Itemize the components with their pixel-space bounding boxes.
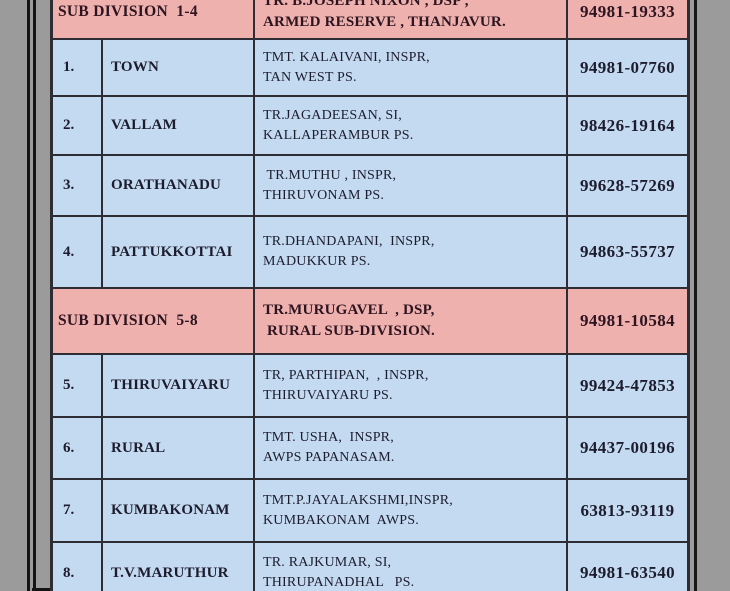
section-label: SUB DIVISION 1-4 — [53, 0, 255, 38]
station-name: ORATHANADU — [103, 156, 255, 215]
table-row-1: 1. TOWN TMT. KALAIVANI, INSPR, TAN WEST … — [53, 40, 687, 97]
page-frame-right-line — [694, 0, 697, 591]
officer-line-1: TR.DHANDAPANI, INSPR, — [263, 234, 435, 249]
section-row-subdivision-5-8: SUB DIVISION 5-8 TR.MURUGAVEL , DSP, RUR… — [53, 289, 687, 355]
phone-number: 99628-57269 — [579, 175, 676, 195]
officer-line-2: TAN WEST PS. — [263, 69, 357, 85]
officer-info: TR. RAJKUMAR, SI, THIRUPANADHAL PS. — [255, 543, 568, 591]
officer-line-1: TR. B.JOSEPH NIXON , DSP , — [263, 0, 469, 9]
row-number: 7. — [53, 480, 103, 541]
officer-line-1: TMT. USHA, INSPR, — [263, 430, 394, 445]
contact-table: SUB DIVISION 1-4 TR. B.JOSEPH NIXON , DS… — [50, 0, 690, 591]
table-row-5: 5. THIRUVAIYARU TR, PARTHIPAN, , INSPR, … — [53, 355, 687, 418]
phone-number: 94981-07760 — [579, 57, 676, 77]
officer-line-1: TR. RAJKUMAR, SI, — [263, 555, 392, 570]
table-row-8: 8. T.V.MARUTHUR TR. RAJKUMAR, SI, THIRUP… — [53, 543, 687, 591]
row-number: 3. — [53, 156, 103, 215]
officer-line-1: TR.MURUGAVEL , DSP, — [263, 302, 435, 318]
station-name: TOWN — [103, 40, 255, 95]
officer-info: TR.DHANDAPANI, INSPR, MADUKKUR PS. — [255, 217, 568, 287]
officer-line-2: RURAL SUB-DIVISION. — [263, 323, 435, 339]
officer-info: TMT. USHA, INSPR, AWPS PAPANASAM. — [255, 418, 568, 478]
phone-number: 94863-55737 — [579, 242, 676, 261]
officer-line-1: TR.JAGADEESAN, SI, — [263, 107, 402, 123]
phone-number: 63813-93119 — [580, 500, 675, 520]
row-number: 1. — [53, 40, 103, 95]
officer-line-1: TR, PARTHIPAN, , INSPR, — [263, 367, 429, 383]
officer-line-2: AWPS PAPANASAM. — [263, 450, 395, 465]
officer-line-2: KUMBAKONAM AWPS. — [263, 512, 419, 528]
officer-line-1: TMT.P.JAYALAKSHMI,INSPR, — [263, 492, 453, 508]
officer-line-1: TR.MUTHU , INSPR, — [263, 167, 397, 183]
phone-number: 94437-00196 — [579, 438, 676, 457]
page-frame-double-line — [27, 0, 36, 591]
station-name: T.V.MARUTHUR — [103, 543, 255, 591]
station-name: THIRUVAIYARU — [103, 355, 255, 416]
station-name: VALLAM — [103, 97, 255, 154]
phone-number: 94981-19333 — [579, 2, 676, 21]
officer-line-2: KALLAPERAMBUR PS. — [263, 127, 414, 143]
officer-info: TR.MURUGAVEL , DSP, RURAL SUB-DIVISION. — [255, 289, 568, 353]
row-number: 4. — [53, 217, 103, 287]
officer-info: TR. B.JOSEPH NIXON , DSP , ARMED RESERVE… — [255, 0, 568, 38]
row-number: 2. — [53, 97, 103, 154]
row-number: 6. — [53, 418, 103, 478]
officer-line-1: TMT. KALAIVANI, INSPR, — [263, 49, 430, 65]
table-row-7: 7. KUMBAKONAM TMT.P.JAYALAKSHMI,INSPR, K… — [53, 480, 687, 543]
section-label: SUB DIVISION 5-8 — [53, 289, 255, 353]
officer-info: TR, PARTHIPAN, , INSPR, THIRUVAIYARU PS. — [255, 355, 568, 416]
officer-info: TR.JAGADEESAN, SI, KALLAPERAMBUR PS. — [255, 97, 568, 154]
phone-number: 94981-10584 — [579, 311, 676, 330]
table-row-6: 6. RURAL TMT. USHA, INSPR, AWPS PAPANASA… — [53, 418, 687, 480]
officer-line-2: ARMED RESERVE , THANJAVUR. — [263, 14, 506, 30]
table-row-4: 4. PATTUKKOTTAI TR.DHANDAPANI, INSPR, MA… — [53, 217, 687, 289]
phone-number: 98426-19164 — [579, 115, 676, 135]
officer-info: TR.MUTHU , INSPR, THIRUVONAM PS. — [255, 156, 568, 215]
section-row-subdivision-1-4: SUB DIVISION 1-4 TR. B.JOSEPH NIXON , DS… — [53, 0, 687, 40]
officer-line-2: MADUKKUR PS. — [263, 254, 371, 269]
station-name: PATTUKKOTTAI — [103, 217, 255, 287]
officer-info: TMT.P.JAYALAKSHMI,INSPR, KUMBAKONAM AWPS… — [255, 480, 568, 541]
officer-line-2: THIRUPANADHAL PS. — [263, 575, 415, 590]
table-row-2: 2. VALLAM TR.JAGADEESAN, SI, KALLAPERAMB… — [53, 97, 687, 156]
station-name: RURAL — [103, 418, 255, 478]
station-name: KUMBAKONAM — [103, 480, 255, 541]
phone-number: 94981-63540 — [579, 563, 676, 582]
phone-number: 99424-47853 — [579, 375, 676, 395]
table-row-3: 3. ORATHANADU TR.MUTHU , INSPR, THIRUVON… — [53, 156, 687, 217]
row-number: 5. — [53, 355, 103, 416]
officer-line-2: THIRUVONAM PS. — [263, 187, 385, 203]
row-number: 8. — [53, 543, 103, 591]
officer-info: TMT. KALAIVANI, INSPR, TAN WEST PS. — [255, 40, 568, 95]
officer-line-2: THIRUVAIYARU PS. — [263, 387, 393, 403]
